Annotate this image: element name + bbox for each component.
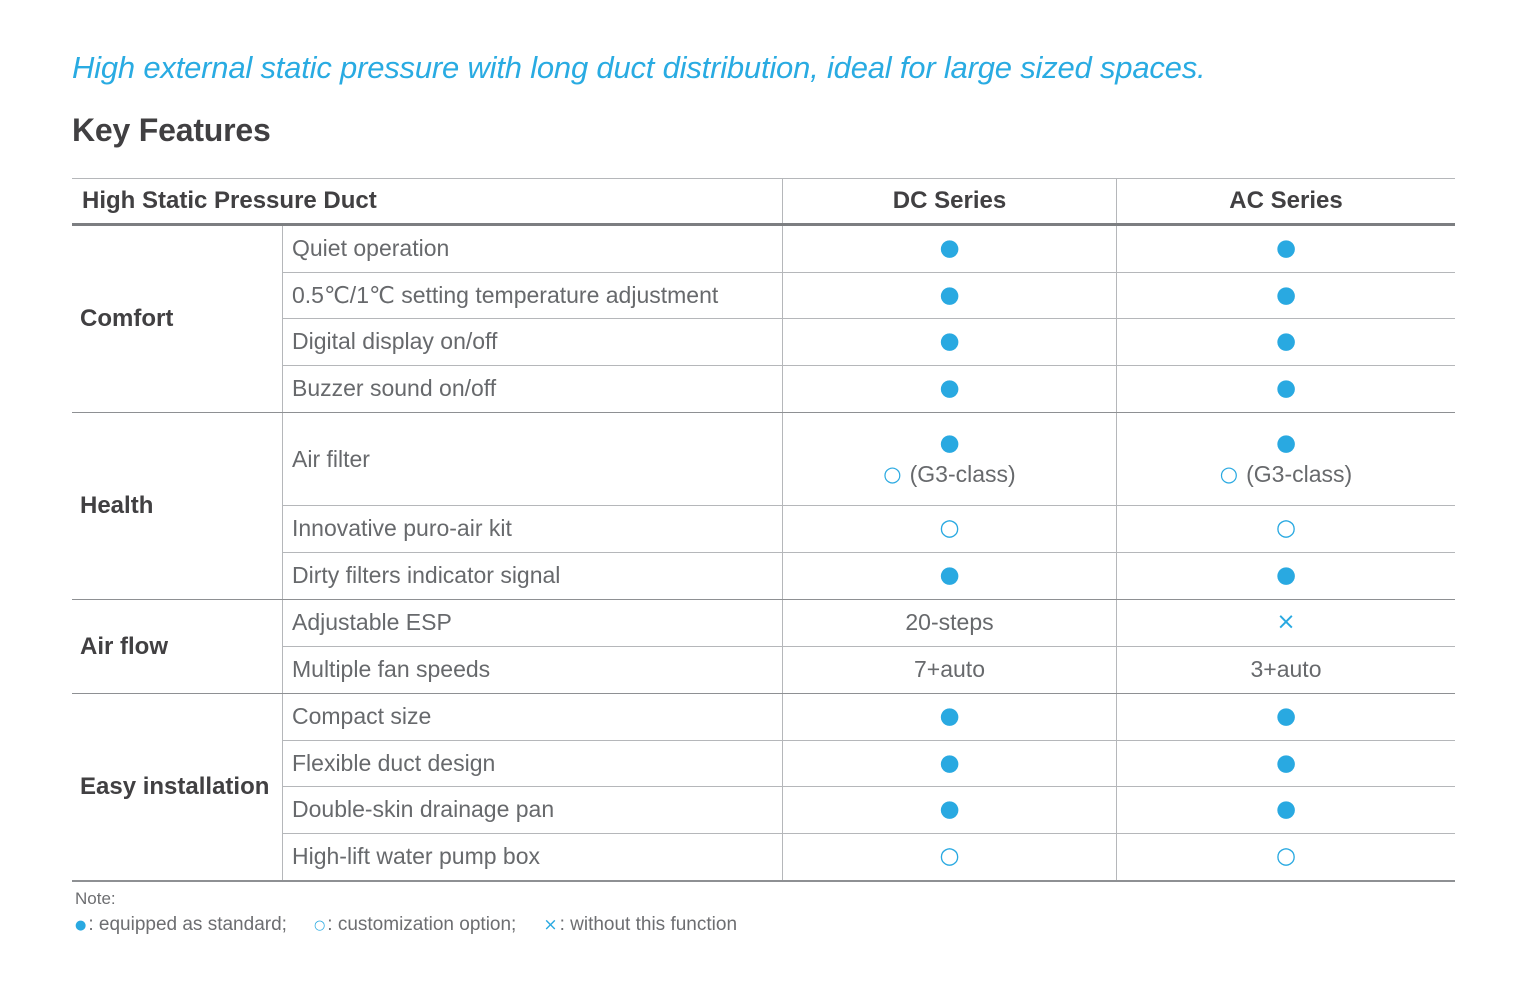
category-label: Comfort: [72, 226, 283, 412]
standard-mark-icon: ●: [1275, 235, 1297, 262]
feature-label: Buzzer sound on/off: [283, 365, 783, 412]
dc-series-value: ●: [783, 787, 1117, 834]
standard-mark-icon: ●: [1275, 562, 1297, 589]
table-header-row: High Static Pressure Duct DC Series AC S…: [72, 178, 1455, 226]
standard-mark-icon: ●: [75, 917, 87, 933]
feature-label: Adjustable ESP: [283, 600, 783, 647]
standard-mark-icon: ●: [1275, 749, 1297, 776]
standard-mark-icon: ●: [939, 375, 960, 402]
standard-mark-icon: ●: [939, 796, 960, 823]
ac-series-value: ●: [1117, 553, 1455, 600]
standard-mark-icon: ●: [939, 430, 960, 456]
header-product: High Static Pressure Duct: [72, 179, 783, 223]
standard-mark-icon: ●: [1275, 281, 1297, 308]
footnote: Note: ●: equipped as standard; ○: custom…: [72, 889, 1455, 936]
standard-mark-icon: ●: [939, 235, 960, 262]
feature-label: Dirty filters indicator signal: [283, 552, 783, 599]
cross-mark-icon: ×: [543, 914, 558, 935]
value-text: (G3-class): [909, 461, 1016, 487]
section-easy-installation: Easy installation Compact size ● ● Flexi…: [72, 694, 1455, 880]
section-air-flow: Air flow Adjustable ESP 20-steps × Multi…: [72, 600, 1455, 694]
legend-item-standard: ●: equipped as standard;: [75, 914, 287, 936]
spec-page: High external static pressure with long …: [72, 50, 1455, 936]
legend-text: : customization option;: [327, 914, 517, 935]
value-text: (G3-class): [1246, 461, 1353, 487]
dc-series-value: ○: [783, 506, 1117, 553]
value-text: 20-steps: [905, 609, 994, 636]
option-mark-icon: ○: [1275, 843, 1297, 870]
standard-mark-icon: ●: [1275, 430, 1297, 456]
standard-mark-icon: ●: [1275, 375, 1297, 402]
legend: ●: equipped as standard; ○: customizatio…: [75, 914, 1455, 936]
key-features-table: High Static Pressure Duct DC Series AC S…: [72, 178, 1455, 882]
legend-item-option: ○: customization option;: [314, 914, 516, 936]
standard-mark-icon: ●: [939, 328, 960, 355]
feature-label: Flexible duct design: [283, 740, 783, 787]
dc-series-value: ●: [783, 552, 1117, 599]
ac-series-value: ●: [1117, 787, 1455, 834]
ac-series-value: ●: [1117, 319, 1455, 366]
note-label: Note:: [75, 889, 116, 908]
cross-mark-icon: ×: [1276, 609, 1296, 636]
header-ac-series: AC Series: [1229, 187, 1343, 214]
category-label: Easy installation: [72, 694, 283, 880]
dc-series-value: ●: [783, 319, 1117, 366]
dc-series-value: ●: [783, 365, 1117, 412]
feature-label: High-lift water pump box: [283, 833, 783, 880]
ac-series-value: ●: [1117, 226, 1455, 273]
feature-label: Air filter: [283, 413, 783, 506]
legend-item-without: ×: without this function: [543, 914, 737, 936]
feature-label: Digital display on/off: [283, 319, 783, 366]
standard-mark-icon: ●: [1275, 703, 1297, 730]
ac-series-value: ●: [1117, 741, 1455, 787]
standard-mark-icon: ●: [939, 749, 960, 776]
option-mark-icon: ○: [939, 843, 960, 870]
option-mark-icon: ○: [939, 515, 960, 542]
dc-series-value: ●: [783, 272, 1117, 319]
ac-series-value: 3+auto: [1117, 647, 1455, 694]
dc-series-value: ●: [783, 694, 1117, 741]
option-subnote: ○ (G3-class): [1220, 461, 1352, 488]
option-mark-icon: ○: [1275, 515, 1297, 542]
feature-label: Compact size: [283, 694, 783, 741]
section-health: Health Air filter ● ○ (G3-class) ● ○ (G3…: [72, 413, 1455, 600]
value-text: 3+auto: [1250, 656, 1322, 683]
dc-series-value: ○: [783, 833, 1117, 880]
value-text: 7+auto: [914, 656, 985, 683]
option-subnote: ○ (G3-class): [883, 461, 1015, 488]
ac-series-value: ●: [1117, 273, 1455, 319]
dc-series-value: ●: [783, 226, 1117, 273]
ac-series-value: ●: [1117, 694, 1455, 741]
legend-text: : without this function: [559, 914, 738, 935]
standard-mark-icon: ●: [1275, 796, 1297, 823]
option-mark-icon: ○: [883, 462, 902, 486]
dc-series-value: ●: [783, 740, 1117, 787]
option-mark-icon: ○: [313, 917, 326, 933]
ac-series-value: ●: [1117, 366, 1455, 413]
category-label: Air flow: [72, 600, 283, 693]
standard-mark-icon: ●: [939, 562, 960, 589]
section-comfort: Comfort Quiet operation ● ● 0.5℃/1℃ sett…: [72, 226, 1455, 413]
page-title: Key Features: [72, 112, 271, 148]
feature-label: Multiple fan speeds: [283, 646, 783, 693]
dc-series-value: 7+auto: [783, 646, 1117, 693]
feature-label: 0.5℃/1℃ setting temperature adjustment: [283, 272, 783, 319]
category-label: Health: [72, 413, 283, 599]
dc-series-value: 20-steps: [783, 600, 1117, 647]
tagline: High external static pressure with long …: [72, 50, 1206, 85]
ac-series-value: ● ○ (G3-class): [1117, 413, 1455, 506]
dc-series-value: ● ○ (G3-class): [783, 413, 1117, 506]
header-dc-series: DC Series: [783, 179, 1117, 223]
ac-series-value: ○: [1117, 834, 1455, 881]
option-mark-icon: ○: [1219, 462, 1239, 486]
standard-mark-icon: ●: [939, 281, 960, 308]
standard-mark-icon: ●: [1275, 328, 1297, 355]
feature-label: Quiet operation: [283, 226, 783, 273]
feature-label: Innovative puro-air kit: [283, 506, 783, 553]
ac-series-value: ×: [1117, 600, 1455, 647]
standard-mark-icon: ●: [939, 703, 960, 730]
feature-label: Double-skin drainage pan: [283, 787, 783, 834]
ac-series-value: ○: [1117, 506, 1455, 553]
legend-text: : equipped as standard;: [88, 914, 287, 935]
